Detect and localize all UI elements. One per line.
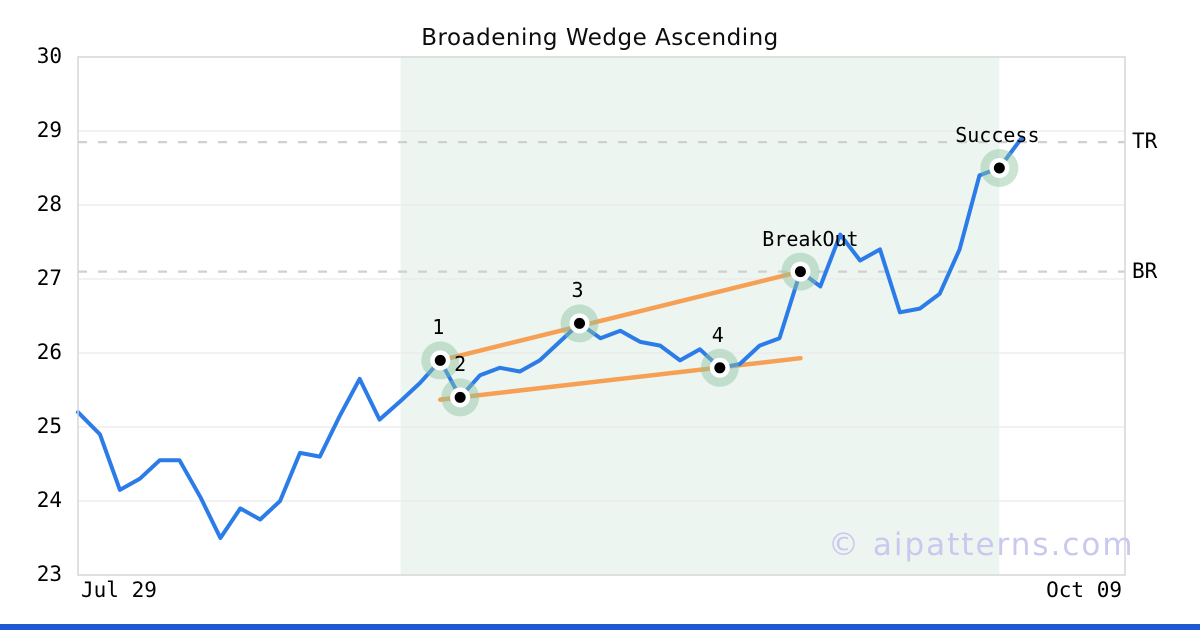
plot-border <box>77 56 1126 576</box>
annotation-4: 4 <box>711 322 724 347</box>
chart-title: Broadening Wedge Ascending <box>421 25 779 51</box>
y-tick-label: 29 <box>36 118 62 142</box>
y-tick-label: 25 <box>36 414 62 438</box>
y-tick-label: 28 <box>36 192 62 216</box>
price-line <box>76 136 1024 540</box>
y-tick-label: 30 <box>36 44 62 68</box>
gridlines <box>78 130 1125 502</box>
y-tick-label: 23 <box>36 562 62 586</box>
annotation-3: 3 <box>571 278 584 303</box>
target-breakout-dashed-lines <box>78 141 1125 273</box>
y-tick-label: 24 <box>36 488 62 512</box>
br-line-label: BR <box>1132 258 1158 283</box>
annotation-success: Success <box>955 123 1040 147</box>
x-axis-tick-end: Oct 09 <box>1046 578 1122 602</box>
pattern-shade-region <box>400 57 1000 575</box>
x-axis-tick-start: Jul 29 <box>81 578 157 602</box>
annotation-2: 2 <box>454 352 467 377</box>
annotation-1: 1 <box>432 315 445 340</box>
y-tick-label: 26 <box>36 340 62 364</box>
y-tick-label: 27 <box>36 266 62 290</box>
bottom-accent-bar <box>0 624 1200 630</box>
tr-line-label: TR <box>1132 129 1158 154</box>
watermark: © aipatterns.com <box>828 527 1135 563</box>
annotation-breakout: BreakOut <box>762 226 859 251</box>
point-markers <box>421 149 1019 417</box>
